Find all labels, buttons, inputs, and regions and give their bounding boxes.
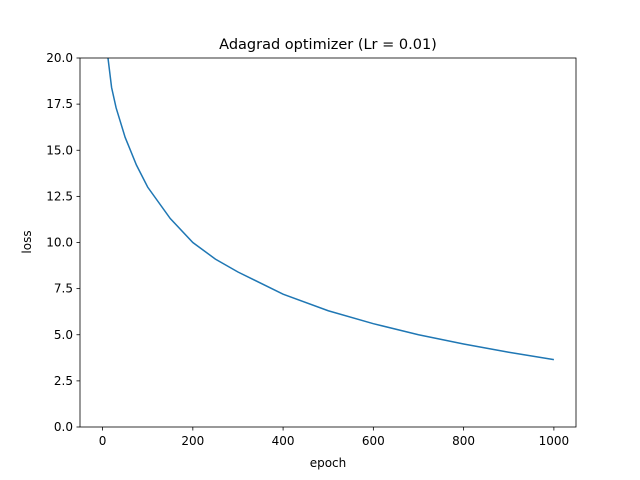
x-tick-label: 600	[362, 434, 385, 448]
y-axis-label: loss	[20, 230, 34, 253]
y-tick-label: 17.5	[46, 97, 73, 111]
x-axis-label: epoch	[310, 456, 347, 470]
y-tick-label: 15.0	[46, 143, 73, 157]
plot-frame	[79, 57, 577, 428]
y-tick-label: 0.0	[54, 420, 73, 434]
x-tick-label: 0	[99, 434, 107, 448]
x-tick-label: 800	[452, 434, 475, 448]
chart-title: Adagrad optimizer (Lr = 0.01)	[219, 37, 437, 53]
y-tick-label: 10.0	[46, 236, 73, 250]
x-tick-label: 1000	[539, 434, 570, 448]
y-tick-label: 20.0	[46, 51, 73, 65]
y-tick-label: 7.5	[54, 282, 73, 296]
x-tick-label: 200	[181, 434, 204, 448]
x-tick-label: 400	[272, 434, 295, 448]
data-line	[107, 58, 555, 361]
y-tick-label: 5.0	[54, 328, 73, 342]
y-tick-label: 12.5	[46, 189, 73, 203]
y-tick-label: 2.5	[54, 374, 73, 388]
plot-area	[107, 58, 555, 361]
